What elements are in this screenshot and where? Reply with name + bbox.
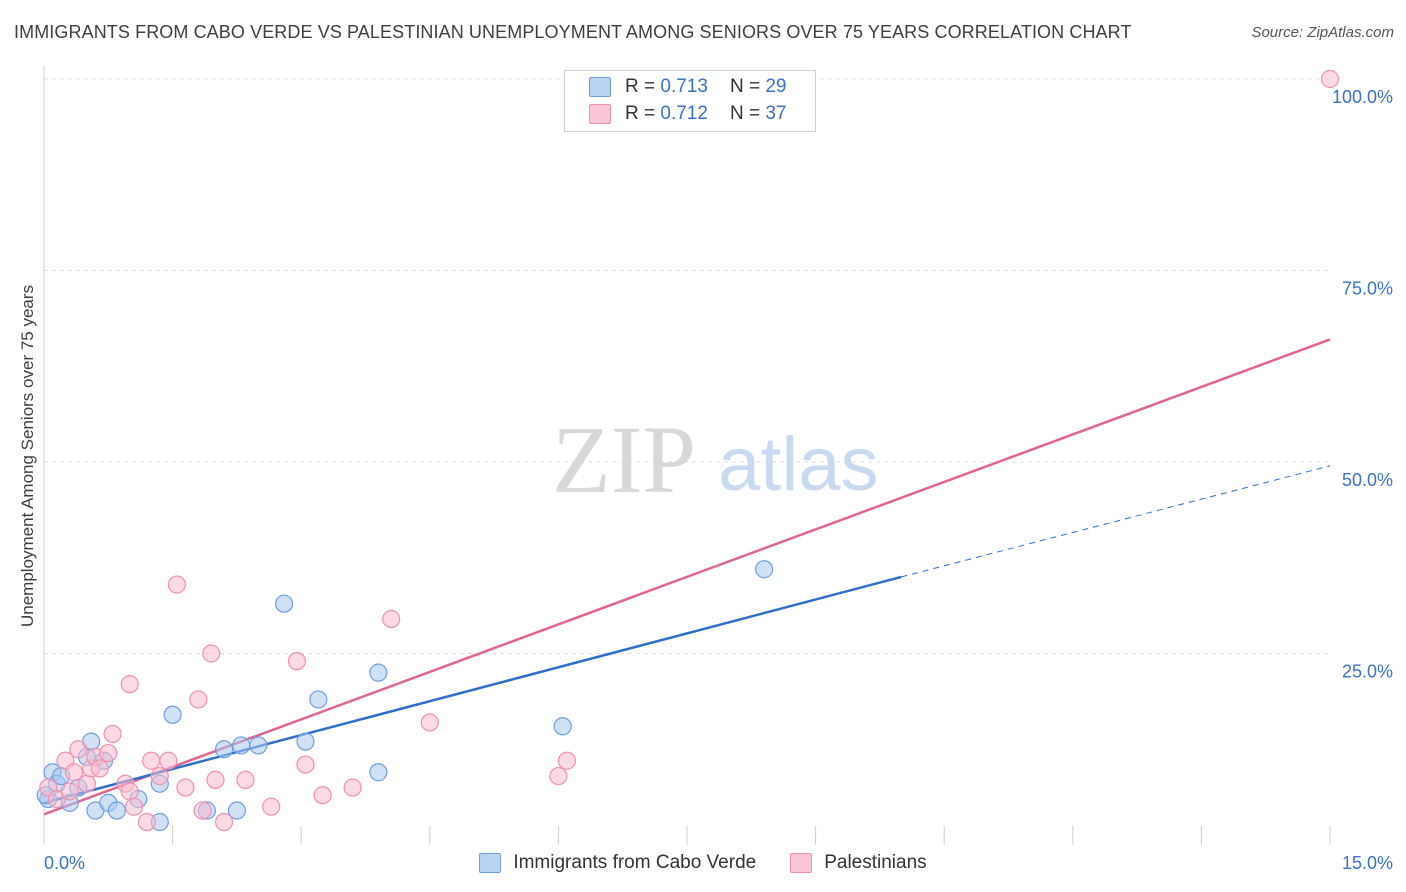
point-cabo-verde — [227, 801, 246, 820]
point-palestinians — [206, 770, 225, 789]
point-palestinians — [142, 751, 161, 770]
point-palestinians — [236, 770, 255, 789]
legend-n-label: N = — [729, 76, 761, 97]
point-palestinians — [60, 782, 79, 801]
point-cabo-verde — [369, 763, 388, 782]
chart-title: IMMIGRANTS FROM CABO VERDE VS PALESTINIA… — [14, 22, 1132, 42]
legend-swatch-pink — [589, 104, 611, 124]
point-palestinians — [1320, 69, 1340, 89]
point-palestinians — [296, 755, 315, 774]
point-palestinians — [313, 786, 332, 805]
point-palestinians — [549, 766, 568, 786]
point-cabo-verde — [309, 690, 328, 709]
point-palestinians — [137, 812, 156, 832]
legend-r-label: R = — [625, 103, 656, 124]
legend-row-palestinians: R = 0.712 N = 37 — [589, 102, 786, 126]
point-palestinians — [64, 763, 84, 782]
point-palestinians — [382, 609, 401, 629]
point-palestinians — [150, 766, 169, 786]
point-palestinians — [124, 797, 144, 816]
watermark: ZIP atlas — [552, 406, 879, 513]
y-tick-label: 50.0% — [1342, 470, 1393, 490]
point-palestinians — [343, 778, 362, 797]
legend-r-value: 0.712 — [660, 103, 708, 124]
series-swatch-pink — [790, 853, 813, 873]
data-points — [36, 69, 1340, 832]
point-cabo-verde — [553, 717, 572, 736]
point-palestinians — [167, 575, 186, 594]
point-palestinians — [287, 652, 307, 671]
x-tick-label: 0.0% — [44, 853, 85, 873]
trend-line-cabo-verde — [43, 575, 902, 805]
point-cabo-verde — [107, 801, 126, 820]
legend-r-value: 0.713 — [660, 76, 708, 97]
series-legend-item-cabo-verde: Immigrants from Cabo Verde — [479, 852, 756, 874]
trend-line-cabo-verde-extension — [901, 465, 1331, 578]
point-palestinians — [262, 797, 281, 816]
legend-swatch-blue — [589, 77, 611, 97]
series-legend-item-palestinians: Palestinians — [790, 852, 927, 874]
point-palestinians — [120, 782, 139, 801]
series-name: Immigrants from Cabo Verde — [513, 852, 757, 873]
watermark-atlas: atlas — [718, 422, 879, 507]
trend-lines — [43, 338, 1331, 816]
point-palestinians — [557, 751, 577, 770]
legend-row-cabo-verde: R = 0.713 N = 29 — [589, 75, 786, 99]
point-palestinians — [193, 801, 212, 820]
point-cabo-verde — [369, 663, 388, 682]
series-legend: Immigrants from Cabo Verde Palestinians — [0, 852, 1406, 874]
point-palestinians — [69, 740, 88, 759]
point-palestinians — [176, 778, 195, 797]
point-palestinians — [159, 751, 178, 770]
legend-r-label: R = — [625, 76, 656, 97]
point-cabo-verde — [249, 736, 268, 755]
point-cabo-verde — [274, 594, 294, 613]
point-cabo-verde — [163, 705, 182, 724]
point-palestinians — [103, 724, 122, 744]
point-cabo-verde — [232, 736, 251, 755]
legend-n-label: N = — [729, 103, 761, 124]
point-cabo-verde — [296, 732, 315, 751]
point-palestinians — [90, 759, 109, 778]
series-name: Palestinians — [824, 852, 927, 873]
point-palestinians — [99, 743, 118, 763]
legend-n-value: 37 — [765, 103, 787, 124]
x-tick-label: 15.0% — [1342, 853, 1393, 873]
axis-labels: 25.0% 50.0% 75.0% 100.0% 0.0% 15.0% — [44, 87, 1393, 873]
trend-line-palestinians — [43, 338, 1331, 816]
point-palestinians — [420, 713, 439, 732]
correlation-legend: R = 0.713 N = 29 R = 0.712 N = 37 — [564, 70, 816, 132]
watermark-zip: ZIP — [552, 406, 696, 513]
source-label: Source: ZipAtlas.com — [1251, 24, 1394, 41]
point-palestinians — [77, 774, 96, 793]
point-cabo-verde — [755, 560, 774, 579]
point-palestinians — [189, 690, 208, 709]
point-cabo-verde — [214, 740, 234, 759]
y-tick-label: 25.0% — [1342, 662, 1393, 682]
series-swatch-blue — [479, 853, 502, 873]
point-palestinians — [214, 812, 234, 832]
point-palestinians — [120, 675, 139, 694]
y-tick-label: 100.0% — [1332, 87, 1393, 107]
y-tick-label: 75.0% — [1342, 279, 1393, 299]
point-palestinians — [202, 644, 221, 663]
legend-n-value: 29 — [765, 76, 787, 97]
